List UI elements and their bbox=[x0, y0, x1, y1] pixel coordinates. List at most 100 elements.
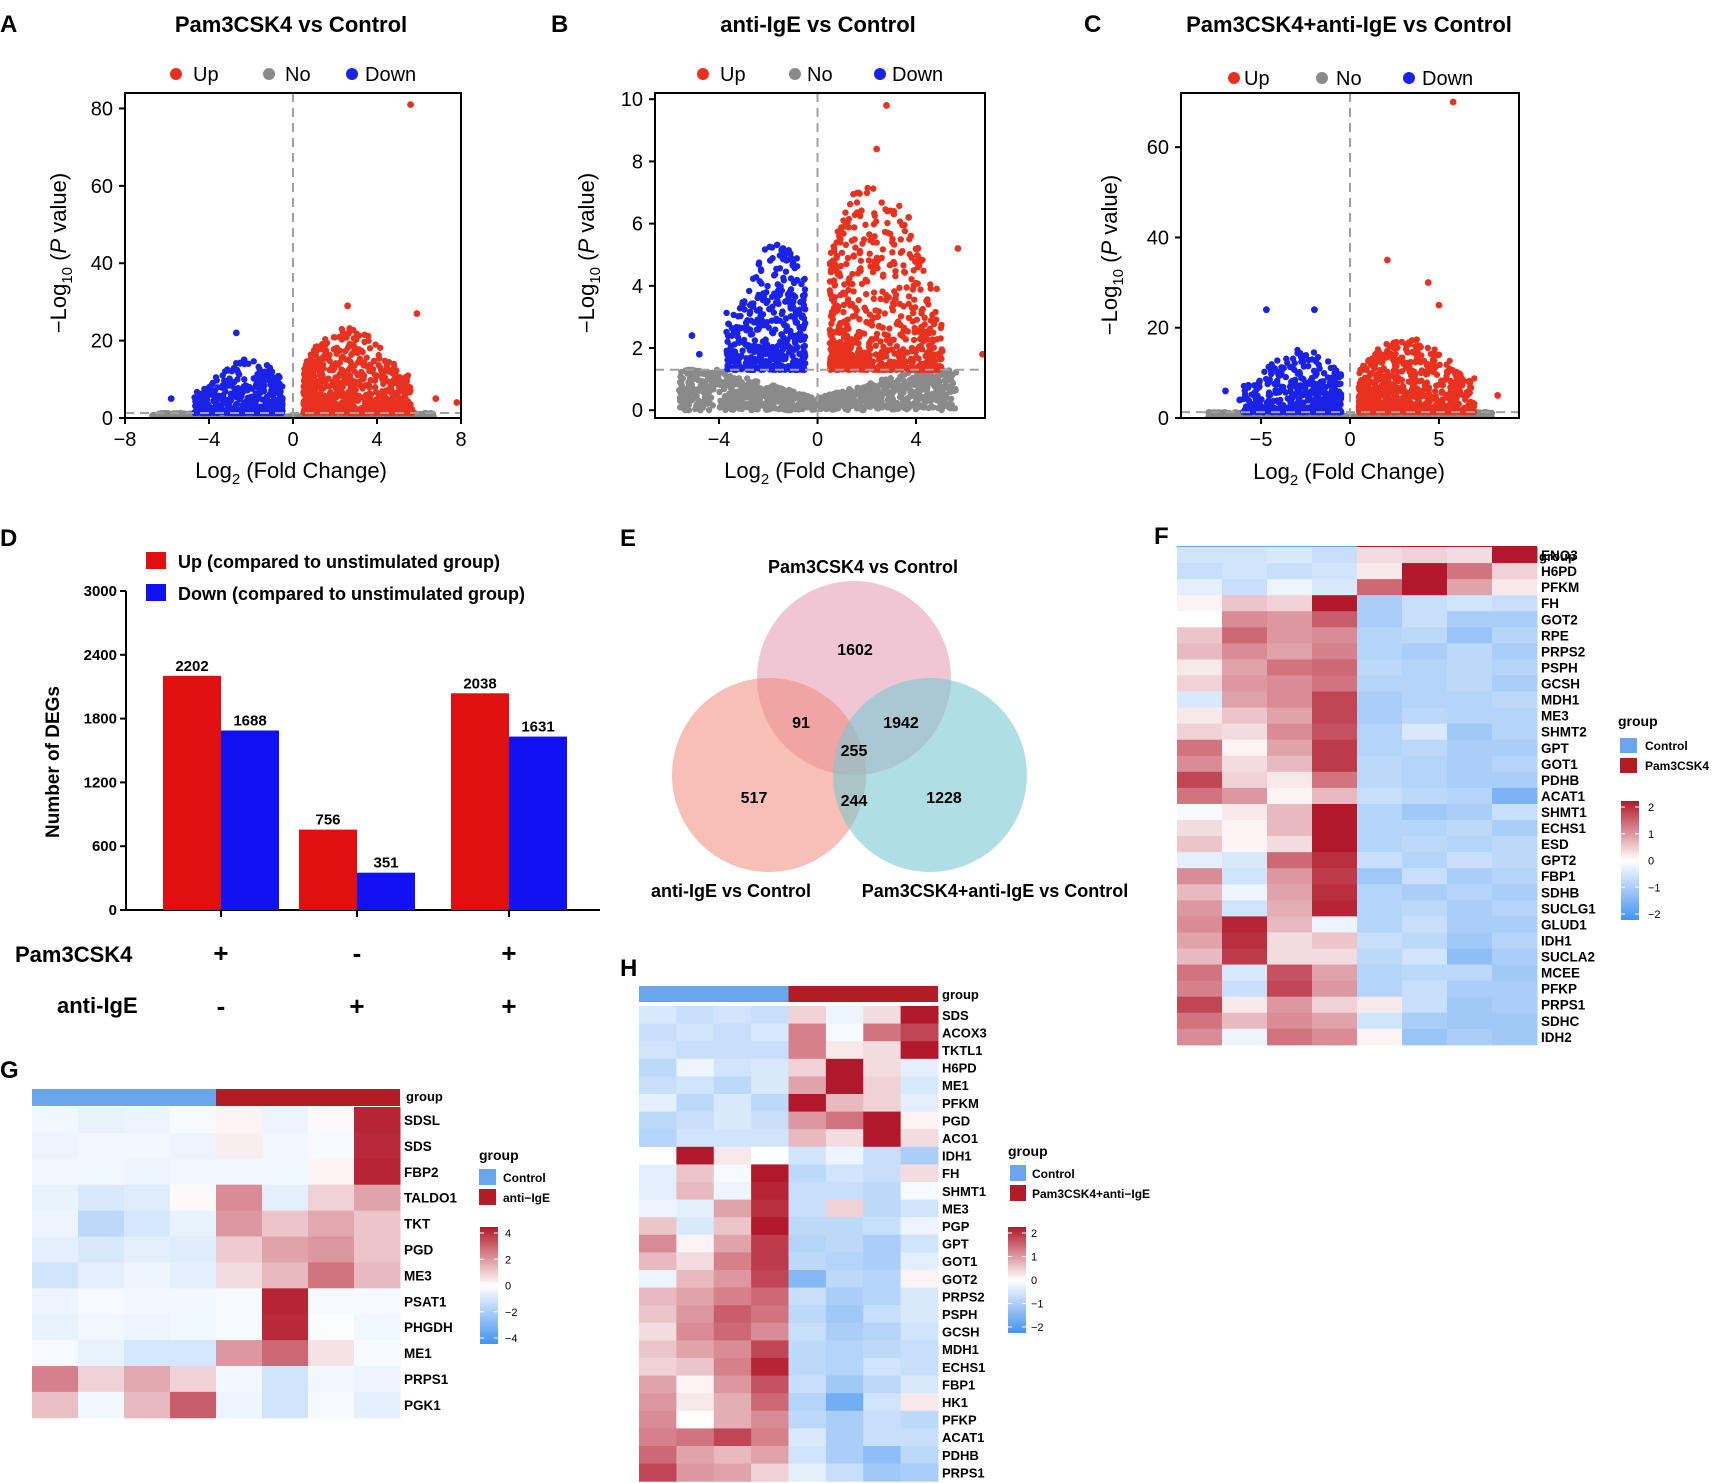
point-down bbox=[777, 338, 784, 345]
point-down bbox=[753, 307, 761, 314]
point-down bbox=[223, 406, 231, 414]
point-up bbox=[303, 390, 310, 398]
point-up bbox=[917, 286, 924, 293]
point-down bbox=[800, 365, 808, 372]
x-tick-label: −4 bbox=[198, 429, 221, 451]
point-up bbox=[365, 337, 372, 344]
point-up bbox=[888, 260, 895, 268]
point-up bbox=[877, 295, 884, 303]
y-axis-label-a: −Log10 (P value) bbox=[46, 173, 76, 333]
point-no bbox=[789, 392, 796, 399]
point-up bbox=[851, 304, 859, 311]
point-up bbox=[347, 363, 354, 371]
point-up bbox=[371, 402, 378, 410]
point-up bbox=[856, 266, 863, 273]
point-up bbox=[873, 239, 880, 246]
point-up bbox=[838, 249, 846, 256]
point-up bbox=[375, 351, 382, 359]
point-up bbox=[378, 388, 386, 395]
point-up bbox=[856, 366, 863, 373]
point-up bbox=[908, 275, 915, 283]
point-down bbox=[776, 265, 784, 272]
point-up bbox=[342, 356, 349, 363]
x-tick-label: −4 bbox=[708, 429, 731, 451]
point-up bbox=[918, 307, 925, 314]
point-up bbox=[845, 215, 853, 223]
point-up bbox=[346, 325, 353, 332]
point-up bbox=[322, 403, 330, 411]
x-tick-label: −8 bbox=[114, 429, 137, 451]
y-tick-label: 8 bbox=[632, 151, 643, 173]
point-no bbox=[914, 387, 922, 394]
point-up bbox=[844, 296, 852, 303]
point-down bbox=[241, 376, 248, 383]
point-up bbox=[875, 323, 883, 330]
point-no bbox=[857, 405, 864, 412]
point-no bbox=[678, 381, 685, 389]
point-up bbox=[827, 366, 834, 373]
point-up bbox=[914, 245, 922, 252]
point-no bbox=[943, 382, 950, 389]
point-no bbox=[828, 406, 836, 413]
point-down-outlier bbox=[688, 332, 696, 339]
point-no bbox=[950, 404, 957, 412]
point-up bbox=[831, 245, 838, 252]
point-up bbox=[884, 346, 892, 354]
point-up bbox=[870, 295, 877, 303]
point-no bbox=[771, 395, 778, 402]
point-up bbox=[349, 399, 356, 406]
point-up bbox=[904, 328, 912, 335]
point-up bbox=[881, 310, 888, 317]
point-up bbox=[872, 342, 879, 349]
point-up bbox=[834, 228, 841, 235]
point-no bbox=[686, 394, 694, 402]
point-up bbox=[884, 208, 891, 215]
point-no bbox=[845, 395, 852, 402]
point-down bbox=[263, 400, 270, 407]
point-up bbox=[334, 406, 341, 414]
legend-up-label: Up bbox=[1244, 68, 1270, 90]
point-up bbox=[306, 384, 313, 392]
volcano-title-b: anti-IgE vs Control bbox=[720, 12, 916, 37]
point-down bbox=[223, 379, 230, 387]
point-up bbox=[889, 235, 896, 243]
point-no bbox=[734, 398, 741, 405]
point-up bbox=[367, 376, 374, 384]
point-up bbox=[339, 329, 347, 336]
point-down bbox=[268, 368, 275, 375]
point-down bbox=[265, 376, 273, 384]
point-up bbox=[826, 278, 834, 285]
point-up bbox=[302, 378, 309, 385]
panel-letter-a: A bbox=[0, 11, 17, 38]
point-up bbox=[855, 296, 862, 304]
point-down-outlier bbox=[695, 350, 703, 358]
point-up bbox=[886, 340, 894, 347]
point-up bbox=[866, 231, 873, 238]
point-down bbox=[753, 326, 760, 333]
y-tick-label: 40 bbox=[91, 253, 113, 275]
point-up bbox=[317, 390, 324, 397]
point-no bbox=[850, 396, 857, 403]
point-down bbox=[724, 351, 731, 358]
point-up bbox=[850, 253, 858, 260]
point-up bbox=[878, 348, 886, 356]
point-down bbox=[774, 281, 781, 288]
point-up bbox=[912, 258, 919, 265]
point-up bbox=[854, 210, 861, 218]
point-down bbox=[243, 398, 250, 405]
point-up bbox=[864, 184, 871, 192]
point-no bbox=[799, 402, 807, 409]
point-up bbox=[874, 313, 882, 320]
point-down bbox=[270, 390, 277, 398]
point-down bbox=[743, 322, 750, 330]
point-up bbox=[842, 360, 849, 368]
point-no bbox=[694, 386, 701, 393]
point-up bbox=[389, 370, 396, 377]
point-no bbox=[685, 380, 693, 388]
point-down bbox=[791, 264, 798, 272]
y-tick-label: 20 bbox=[91, 331, 113, 353]
point-down bbox=[200, 394, 207, 402]
point-up bbox=[870, 289, 878, 296]
point-up-outlier bbox=[432, 395, 440, 403]
point-up bbox=[909, 357, 916, 364]
